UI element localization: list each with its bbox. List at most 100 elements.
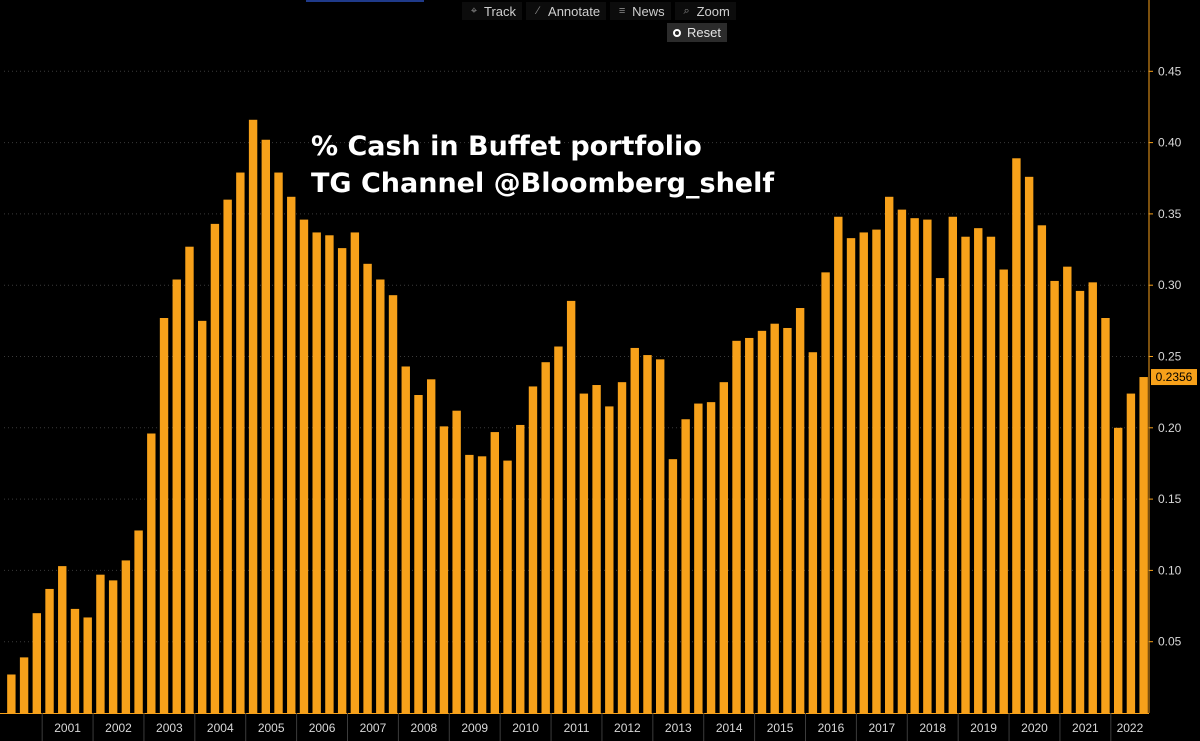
bar <box>426 379 436 713</box>
x-tick-label: 2016 <box>818 721 845 735</box>
x-tick-label: 2004 <box>207 721 234 735</box>
bar <box>846 238 856 713</box>
bar <box>58 566 67 713</box>
magnifier-icon: ⌕ <box>683 4 690 17</box>
bar <box>974 228 983 713</box>
bar <box>948 216 958 713</box>
bar <box>821 272 830 713</box>
bar <box>681 419 690 713</box>
chart-overlay-text: % Cash in Buffet portfolio TG Channel @B… <box>311 128 774 202</box>
annotate-button[interactable]: ∕ Annotate <box>526 2 607 20</box>
track-label: Track <box>484 3 517 19</box>
bar <box>1075 290 1085 713</box>
x-tick-label: 2013 <box>665 721 692 735</box>
y-tick-label: 0.40 <box>1158 136 1182 150</box>
x-tick-label: 2020 <box>1021 721 1048 735</box>
y-tick-label: 0.25 <box>1158 350 1182 364</box>
bar <box>872 229 881 713</box>
bar <box>783 327 792 713</box>
x-tick-label: 2021 <box>1072 721 1099 735</box>
x-axis: 2001 2002 2003 2004 2005 2006 2007 2008 2009 2010… <box>0 713 1149 741</box>
x-tick-label: 2022 <box>1117 721 1144 735</box>
y-tick-label: 0.20 <box>1158 421 1182 435</box>
bar <box>223 199 232 713</box>
bar <box>655 359 665 713</box>
y-tick-label: 0.30 <box>1158 278 1182 292</box>
x-tick-label: 2018 <box>919 721 946 735</box>
bar <box>261 139 271 714</box>
bar <box>719 382 729 713</box>
bar <box>1050 280 1059 713</box>
bar <box>884 196 894 714</box>
bar <box>337 248 347 713</box>
reset-label: Reset <box>687 25 721 40</box>
bar <box>439 426 449 713</box>
bar <box>999 269 1008 713</box>
bar <box>1139 377 1148 713</box>
bar <box>1126 393 1136 713</box>
bar <box>808 352 818 713</box>
bar <box>70 608 80 713</box>
bar <box>566 300 576 713</box>
bar <box>312 232 321 714</box>
bar <box>1101 317 1110 713</box>
bar <box>859 232 868 714</box>
bar <box>236 172 245 713</box>
bar <box>248 119 258 713</box>
chart-toolbar: ⌖ Track ∕ Annotate ≡ News ⌕ Zoom <box>462 2 736 20</box>
bar <box>172 279 181 713</box>
y-tick-label: 0.05 <box>1158 635 1182 649</box>
bar <box>1024 176 1034 714</box>
bar <box>694 403 703 713</box>
bar <box>503 460 512 713</box>
zoom-button[interactable]: ⌕ Zoom <box>674 2 736 20</box>
bar <box>1088 282 1097 713</box>
bar <box>795 308 805 713</box>
news-label: News <box>632 3 665 19</box>
bar <box>528 386 538 713</box>
x-tick-label: 2011 <box>564 721 590 735</box>
bar <box>490 432 500 713</box>
bar <box>554 346 563 713</box>
bar <box>617 382 627 713</box>
bar <box>961 236 970 713</box>
x-tick-label: 2017 <box>868 721 895 735</box>
bar <box>108 580 118 713</box>
gridlines <box>4 70 1149 643</box>
bar <box>147 433 156 713</box>
bar <box>986 236 996 713</box>
bar <box>745 337 754 713</box>
bar <box>1113 427 1123 713</box>
x-tick-label: 2010 <box>512 721 539 735</box>
bar <box>579 393 589 713</box>
x-tick-label: 2009 <box>461 721 488 735</box>
bar <box>274 172 283 713</box>
crosshair-icon: ⌖ <box>470 4 478 17</box>
x-tick-label: 2012 <box>614 721 641 735</box>
bar <box>287 196 296 714</box>
bar <box>477 456 487 713</box>
top-accent-line <box>306 0 424 2</box>
news-button[interactable]: ≡ News <box>610 2 671 20</box>
x-tick-label: 2001 <box>54 721 81 735</box>
bar <box>134 530 143 713</box>
news-icon: ≡ <box>618 5 626 17</box>
overlay-title: % Cash in Buffet portfolio <box>311 131 702 162</box>
bar <box>770 323 779 713</box>
reset-icon <box>673 28 681 37</box>
bar <box>897 209 907 713</box>
bar <box>197 320 207 713</box>
x-tick-label: 2002 <box>105 721 132 735</box>
x-tick-label: 2006 <box>309 721 336 735</box>
x-tick-label: 2014 <box>716 721 743 735</box>
bar <box>363 263 372 713</box>
bar <box>630 347 639 713</box>
bar <box>325 235 334 714</box>
track-button[interactable]: ⌖ Track <box>462 2 523 20</box>
reset-button[interactable]: Reset <box>667 23 727 42</box>
bar <box>935 278 945 713</box>
bar <box>1037 225 1047 714</box>
bar-series <box>7 119 1148 714</box>
bar <box>706 402 716 713</box>
